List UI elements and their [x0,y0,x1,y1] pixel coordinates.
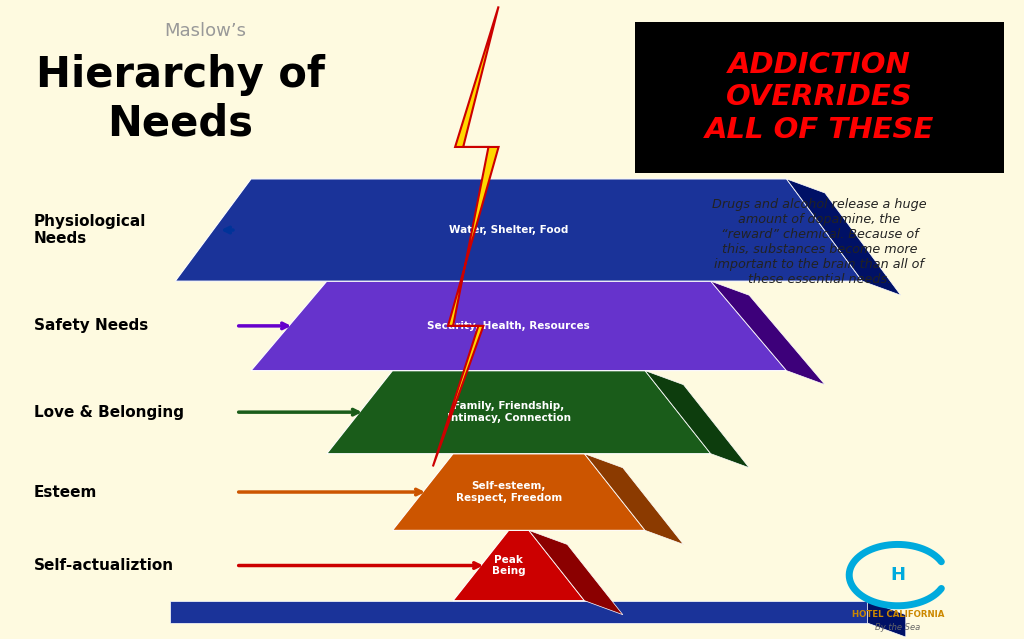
Text: Peak
Being: Peak Being [492,555,525,576]
Polygon shape [392,454,645,530]
Polygon shape [453,530,585,601]
Text: Hierarchy of
Needs: Hierarchy of Needs [36,54,325,145]
Polygon shape [327,371,711,454]
Text: ADDICTION
OVERRIDES
ALL OF THESE: ADDICTION OVERRIDES ALL OF THESE [705,51,934,144]
Polygon shape [585,454,683,544]
Text: Self-esteem,
Respect, Freedom: Self-esteem, Respect, Freedom [456,481,562,503]
Text: Physiological
Needs: Physiological Needs [34,214,146,246]
Polygon shape [170,601,867,623]
Text: Love & Belonging: Love & Belonging [34,404,183,420]
Text: By the Sea: By the Sea [876,623,921,632]
Text: Safety Needs: Safety Needs [34,318,148,334]
Polygon shape [528,530,623,615]
Text: Self-actualiztion: Self-actualiztion [34,558,174,573]
Text: Family, Friendship,
Intimacy, Connection: Family, Friendship, Intimacy, Connection [446,401,570,423]
FancyBboxPatch shape [635,22,1004,173]
Polygon shape [711,281,825,385]
Text: Water, Shelter, Food: Water, Shelter, Food [449,225,568,235]
Text: HOTEL CALIFORNIA: HOTEL CALIFORNIA [852,610,944,619]
Text: Security, Health, Resources: Security, Health, Resources [427,321,590,331]
Polygon shape [867,601,906,637]
Text: Maslow’s: Maslow’s [165,22,247,40]
Text: H: H [890,566,905,584]
Text: Esteem: Esteem [34,484,97,500]
Polygon shape [175,179,862,281]
Text: Drugs and alcohol release a huge
amount of dopamine, the
“reward” chemical. Beca: Drugs and alcohol release a huge amount … [712,198,927,286]
Polygon shape [433,6,499,466]
Polygon shape [251,281,786,371]
Polygon shape [786,179,901,295]
Polygon shape [645,371,750,468]
